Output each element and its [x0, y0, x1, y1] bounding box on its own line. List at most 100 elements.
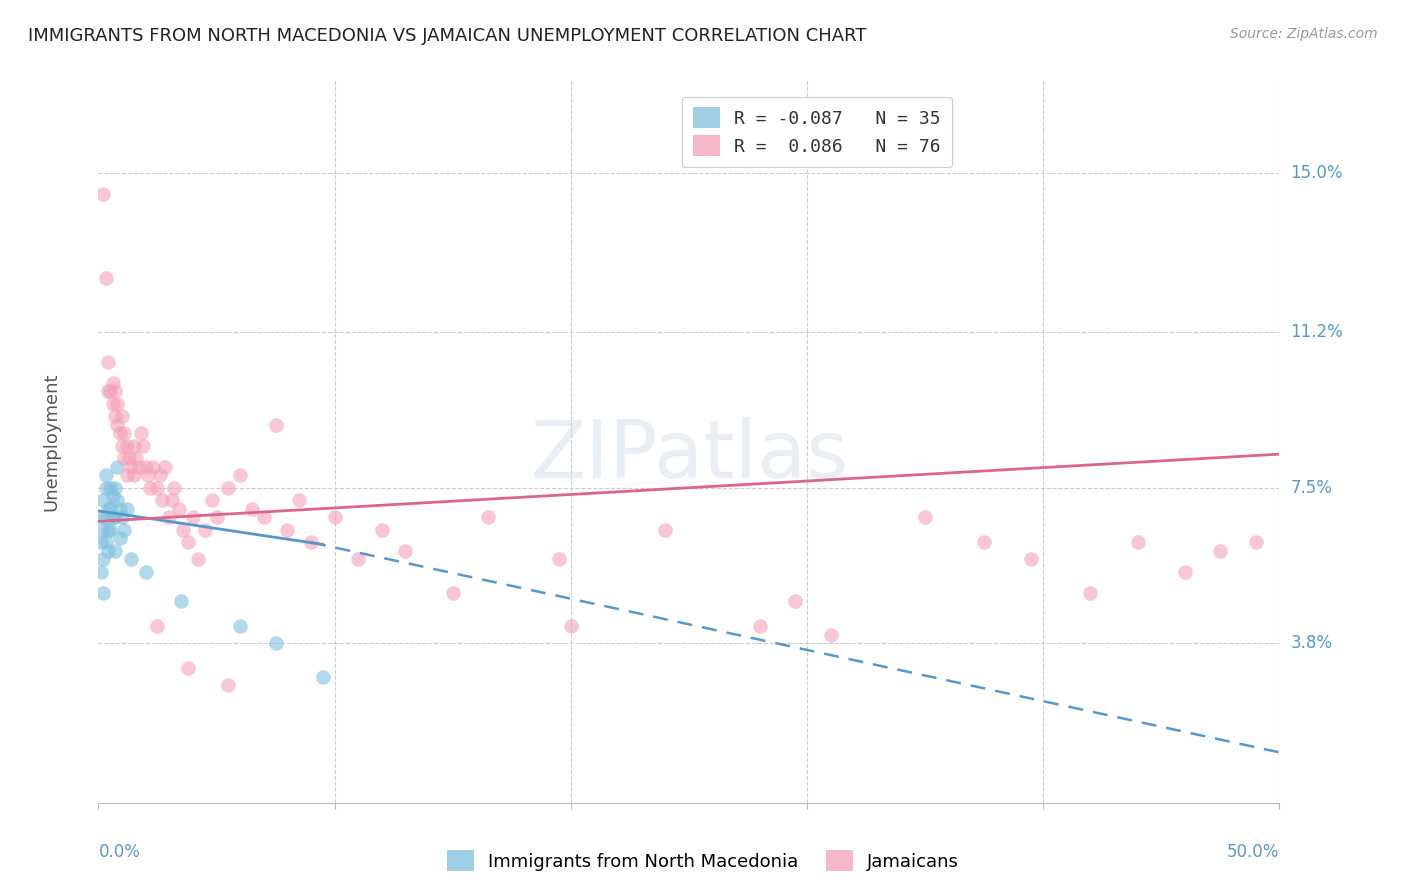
Point	[548, 552, 571, 566]
Text: Source: ZipAtlas.com: Source: ZipAtlas.com	[1230, 27, 1378, 41]
Point	[98, 384, 121, 398]
Point	[94, 270, 117, 285]
Point	[347, 552, 370, 566]
Point	[91, 186, 114, 201]
Point	[101, 510, 124, 524]
Point	[394, 543, 416, 558]
Point	[187, 552, 209, 566]
Point	[312, 670, 335, 684]
Point	[94, 510, 117, 524]
Legend: R = -0.087   N = 35, R =  0.086   N = 76: R = -0.087 N = 35, R = 0.086 N = 76	[682, 96, 952, 167]
Point	[299, 535, 322, 549]
Point	[112, 523, 135, 537]
Point	[91, 523, 114, 537]
Point	[785, 594, 807, 608]
Point	[98, 481, 121, 495]
Point	[135, 459, 157, 474]
Point	[104, 384, 127, 398]
Point	[217, 678, 239, 692]
Point	[820, 628, 842, 642]
Point	[129, 426, 152, 441]
Point	[914, 510, 936, 524]
Point	[441, 586, 464, 600]
Point	[94, 481, 117, 495]
Point	[150, 493, 173, 508]
Point	[105, 417, 128, 432]
Point	[229, 619, 252, 633]
Point	[217, 481, 239, 495]
Point	[153, 459, 176, 474]
Point	[105, 397, 128, 411]
Point	[98, 523, 121, 537]
Point	[104, 510, 127, 524]
Text: IMMIGRANTS FROM NORTH MACEDONIA VS JAMAICAN UNEMPLOYMENT CORRELATION CHART: IMMIGRANTS FROM NORTH MACEDONIA VS JAMAI…	[28, 27, 866, 45]
Point	[160, 493, 183, 508]
Point	[121, 552, 143, 566]
Point	[264, 636, 287, 650]
Point	[97, 543, 120, 558]
Point	[104, 409, 127, 424]
Point	[104, 481, 127, 495]
Point	[91, 586, 114, 600]
Text: 0.0%: 0.0%	[98, 843, 141, 861]
Point	[654, 523, 676, 537]
Point	[1209, 543, 1232, 558]
Point	[112, 451, 135, 466]
Point	[101, 397, 124, 411]
Text: 50.0%: 50.0%	[1227, 843, 1279, 861]
Text: 11.2%: 11.2%	[1291, 323, 1343, 342]
Point	[323, 510, 346, 524]
Point	[973, 535, 995, 549]
Point	[132, 439, 155, 453]
Point	[125, 451, 148, 466]
Point	[264, 417, 287, 432]
Point	[111, 439, 134, 453]
Point	[98, 501, 121, 516]
Text: 3.8%: 3.8%	[1291, 634, 1333, 652]
Point	[90, 565, 112, 579]
Point	[135, 565, 157, 579]
Point	[146, 619, 169, 633]
Point	[194, 523, 217, 537]
Point	[139, 481, 162, 495]
Point	[97, 523, 120, 537]
Point	[115, 439, 138, 453]
Point	[1021, 552, 1043, 566]
Point	[112, 426, 135, 441]
Point	[111, 409, 134, 424]
Point	[477, 510, 499, 524]
Point	[163, 481, 186, 495]
Point	[253, 510, 276, 524]
Point	[97, 501, 120, 516]
Legend: Immigrants from North Macedonia, Jamaicans: Immigrants from North Macedonia, Jamaica…	[440, 843, 966, 879]
Point	[167, 501, 190, 516]
Point	[108, 531, 131, 545]
Point	[1080, 586, 1102, 600]
Point	[371, 523, 394, 537]
Point	[229, 468, 252, 483]
Point	[105, 459, 128, 474]
Point	[122, 439, 145, 453]
Point	[101, 376, 124, 390]
Point	[1126, 535, 1149, 549]
Point	[181, 510, 204, 524]
Point	[276, 523, 298, 537]
Point	[104, 543, 127, 558]
Point	[90, 535, 112, 549]
Point	[560, 619, 582, 633]
Point	[115, 501, 138, 516]
Point	[90, 510, 112, 524]
Point	[1174, 565, 1197, 579]
Text: 7.5%: 7.5%	[1291, 479, 1333, 497]
Point	[146, 481, 169, 495]
Point	[108, 501, 131, 516]
Text: ZIPatlas: ZIPatlas	[530, 417, 848, 495]
Point	[105, 493, 128, 508]
Point	[240, 501, 263, 516]
Point	[121, 459, 143, 474]
Point	[149, 468, 172, 483]
Point	[94, 468, 117, 483]
Point	[97, 355, 120, 369]
Point	[118, 451, 141, 466]
Point	[97, 384, 120, 398]
